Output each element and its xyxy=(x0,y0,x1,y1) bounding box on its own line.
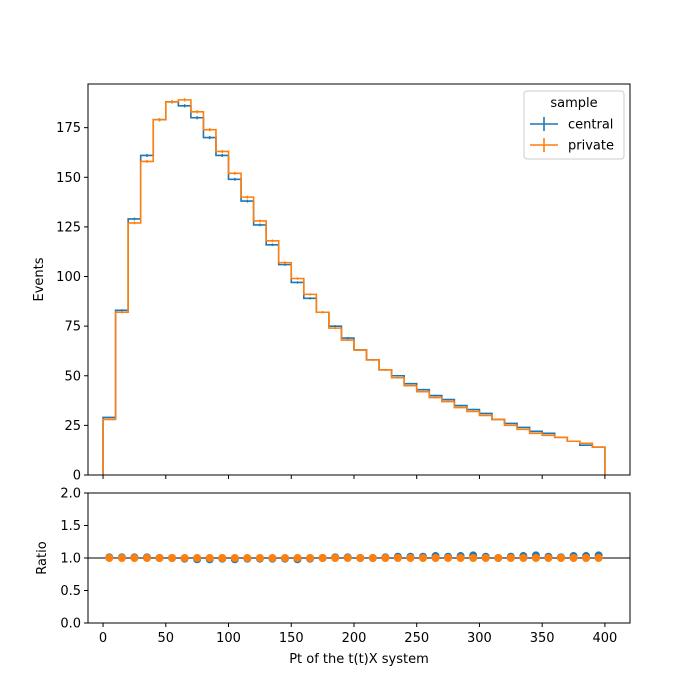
ratio-point-private xyxy=(117,554,126,562)
ratio-points-layer xyxy=(105,551,603,564)
ratio-point-private xyxy=(218,554,227,562)
x-tick-label: 300 xyxy=(467,631,492,646)
ratio-point-private xyxy=(193,554,202,562)
ratio-point-private xyxy=(469,554,478,562)
main-y-tick-label: 100 xyxy=(56,270,81,285)
x-tick-label: 350 xyxy=(530,631,555,646)
ratio-axes-frame xyxy=(87,492,631,624)
legend-entry-private: private xyxy=(530,138,614,154)
ratio-point-private xyxy=(481,554,490,562)
ratio-point-private xyxy=(230,554,239,562)
main-y-tick-label: 175 xyxy=(56,121,81,136)
ratio-point-private xyxy=(381,554,390,562)
ratio-point-private xyxy=(293,554,302,562)
ratio-point-private xyxy=(343,554,352,562)
ratio-point-private xyxy=(582,554,591,562)
ratio-point-private xyxy=(255,554,264,562)
main-y-tick-label: 0 xyxy=(73,469,81,484)
ratio-point-private xyxy=(569,554,578,562)
main-y-tick-label: 25 xyxy=(64,419,81,434)
legend-title: sample xyxy=(550,96,597,111)
ratio-point-private xyxy=(556,554,565,562)
x-tick-label: 0 xyxy=(99,631,107,646)
main-y-tick-label: 50 xyxy=(64,369,81,384)
x-tick-label: 50 xyxy=(158,631,175,646)
x-axis-label: Pt of the t(t)X system xyxy=(289,652,429,667)
main-y-axis-label: Events xyxy=(32,257,47,301)
main-x-ticks xyxy=(102,475,606,479)
ratio-point-private xyxy=(519,554,528,562)
ratio-point-private xyxy=(531,554,540,562)
ratio-point-private xyxy=(418,554,427,562)
ratio-point-private xyxy=(431,554,440,562)
legend-entry-central: central xyxy=(530,117,613,133)
legend-box xyxy=(523,90,625,160)
ratio-y-tick-label: 1.0 xyxy=(60,552,81,567)
ratio-point-private xyxy=(306,554,315,562)
ratio-y-ticks: 0.0 0.5 1.0 1.5 2.0 xyxy=(60,487,88,632)
ratio-x-ticks: 0 50 100 150 200 250 300 350 400 xyxy=(99,623,617,646)
ratio-point-private xyxy=(356,554,365,562)
ratio-point-private xyxy=(280,554,289,562)
ratio-point-private xyxy=(544,554,553,562)
main-series-layer xyxy=(102,98,606,475)
x-tick-label: 100 xyxy=(216,631,241,646)
ratio-point-private xyxy=(393,554,402,562)
x-tick-label: 200 xyxy=(342,631,367,646)
ratio-point-private xyxy=(243,554,252,562)
legend-entries: central private xyxy=(530,117,614,154)
ratio-point-private xyxy=(406,554,415,562)
main-y-ticks: 0 25 50 75 100 125 150 175 xyxy=(56,121,88,484)
main-axes-frame xyxy=(87,83,631,476)
main-y-tick-label: 125 xyxy=(56,220,81,235)
legend-label-central: central xyxy=(568,118,613,133)
legend-label-private: private xyxy=(568,139,614,154)
ratio-y-tick-label: 0.0 xyxy=(60,617,81,632)
x-tick-label: 400 xyxy=(592,631,617,646)
main-y-tick-label: 150 xyxy=(56,171,81,186)
ratio-point-private xyxy=(105,554,114,562)
ratio-y-tick-label: 1.5 xyxy=(60,519,81,534)
ratio-point-private xyxy=(368,554,377,562)
ratio-point-private xyxy=(168,554,177,562)
ratio-panel: 0.0 0.5 1.0 1.5 2.0 0 50 100 150 200 250 300 350 400… xyxy=(35,487,631,667)
ratio-y-axis-label: Ratio xyxy=(35,541,50,574)
ratio-point-private xyxy=(268,554,277,562)
ratio-point-private xyxy=(444,554,453,562)
ratio-point-private xyxy=(594,554,603,562)
ratio-point-private xyxy=(130,554,139,562)
ratio-point-private xyxy=(142,554,151,562)
series-private xyxy=(102,98,606,475)
ratio-series-central xyxy=(105,551,603,564)
ratio-y-tick-label: 0.5 xyxy=(60,584,81,599)
ratio-point-private xyxy=(331,554,340,562)
ratio-point-private xyxy=(494,554,503,562)
ratio-point-private xyxy=(205,554,214,562)
ratio-point-private xyxy=(506,554,515,562)
ratio-series-private xyxy=(105,554,603,562)
main-y-tick-label: 75 xyxy=(64,320,81,335)
ratio-point-private xyxy=(456,554,465,562)
ratio-point-private xyxy=(318,554,327,562)
x-tick-label: 150 xyxy=(279,631,304,646)
ratio-point-private xyxy=(180,554,189,562)
ratio-y-tick-label: 2.0 xyxy=(60,487,81,502)
legend: sample central private xyxy=(523,90,625,160)
x-tick-label: 250 xyxy=(404,631,429,646)
ratio-point-private xyxy=(155,554,164,562)
main-panel: 0 25 50 75 100 125 150 175 Events sample centra… xyxy=(32,83,631,484)
